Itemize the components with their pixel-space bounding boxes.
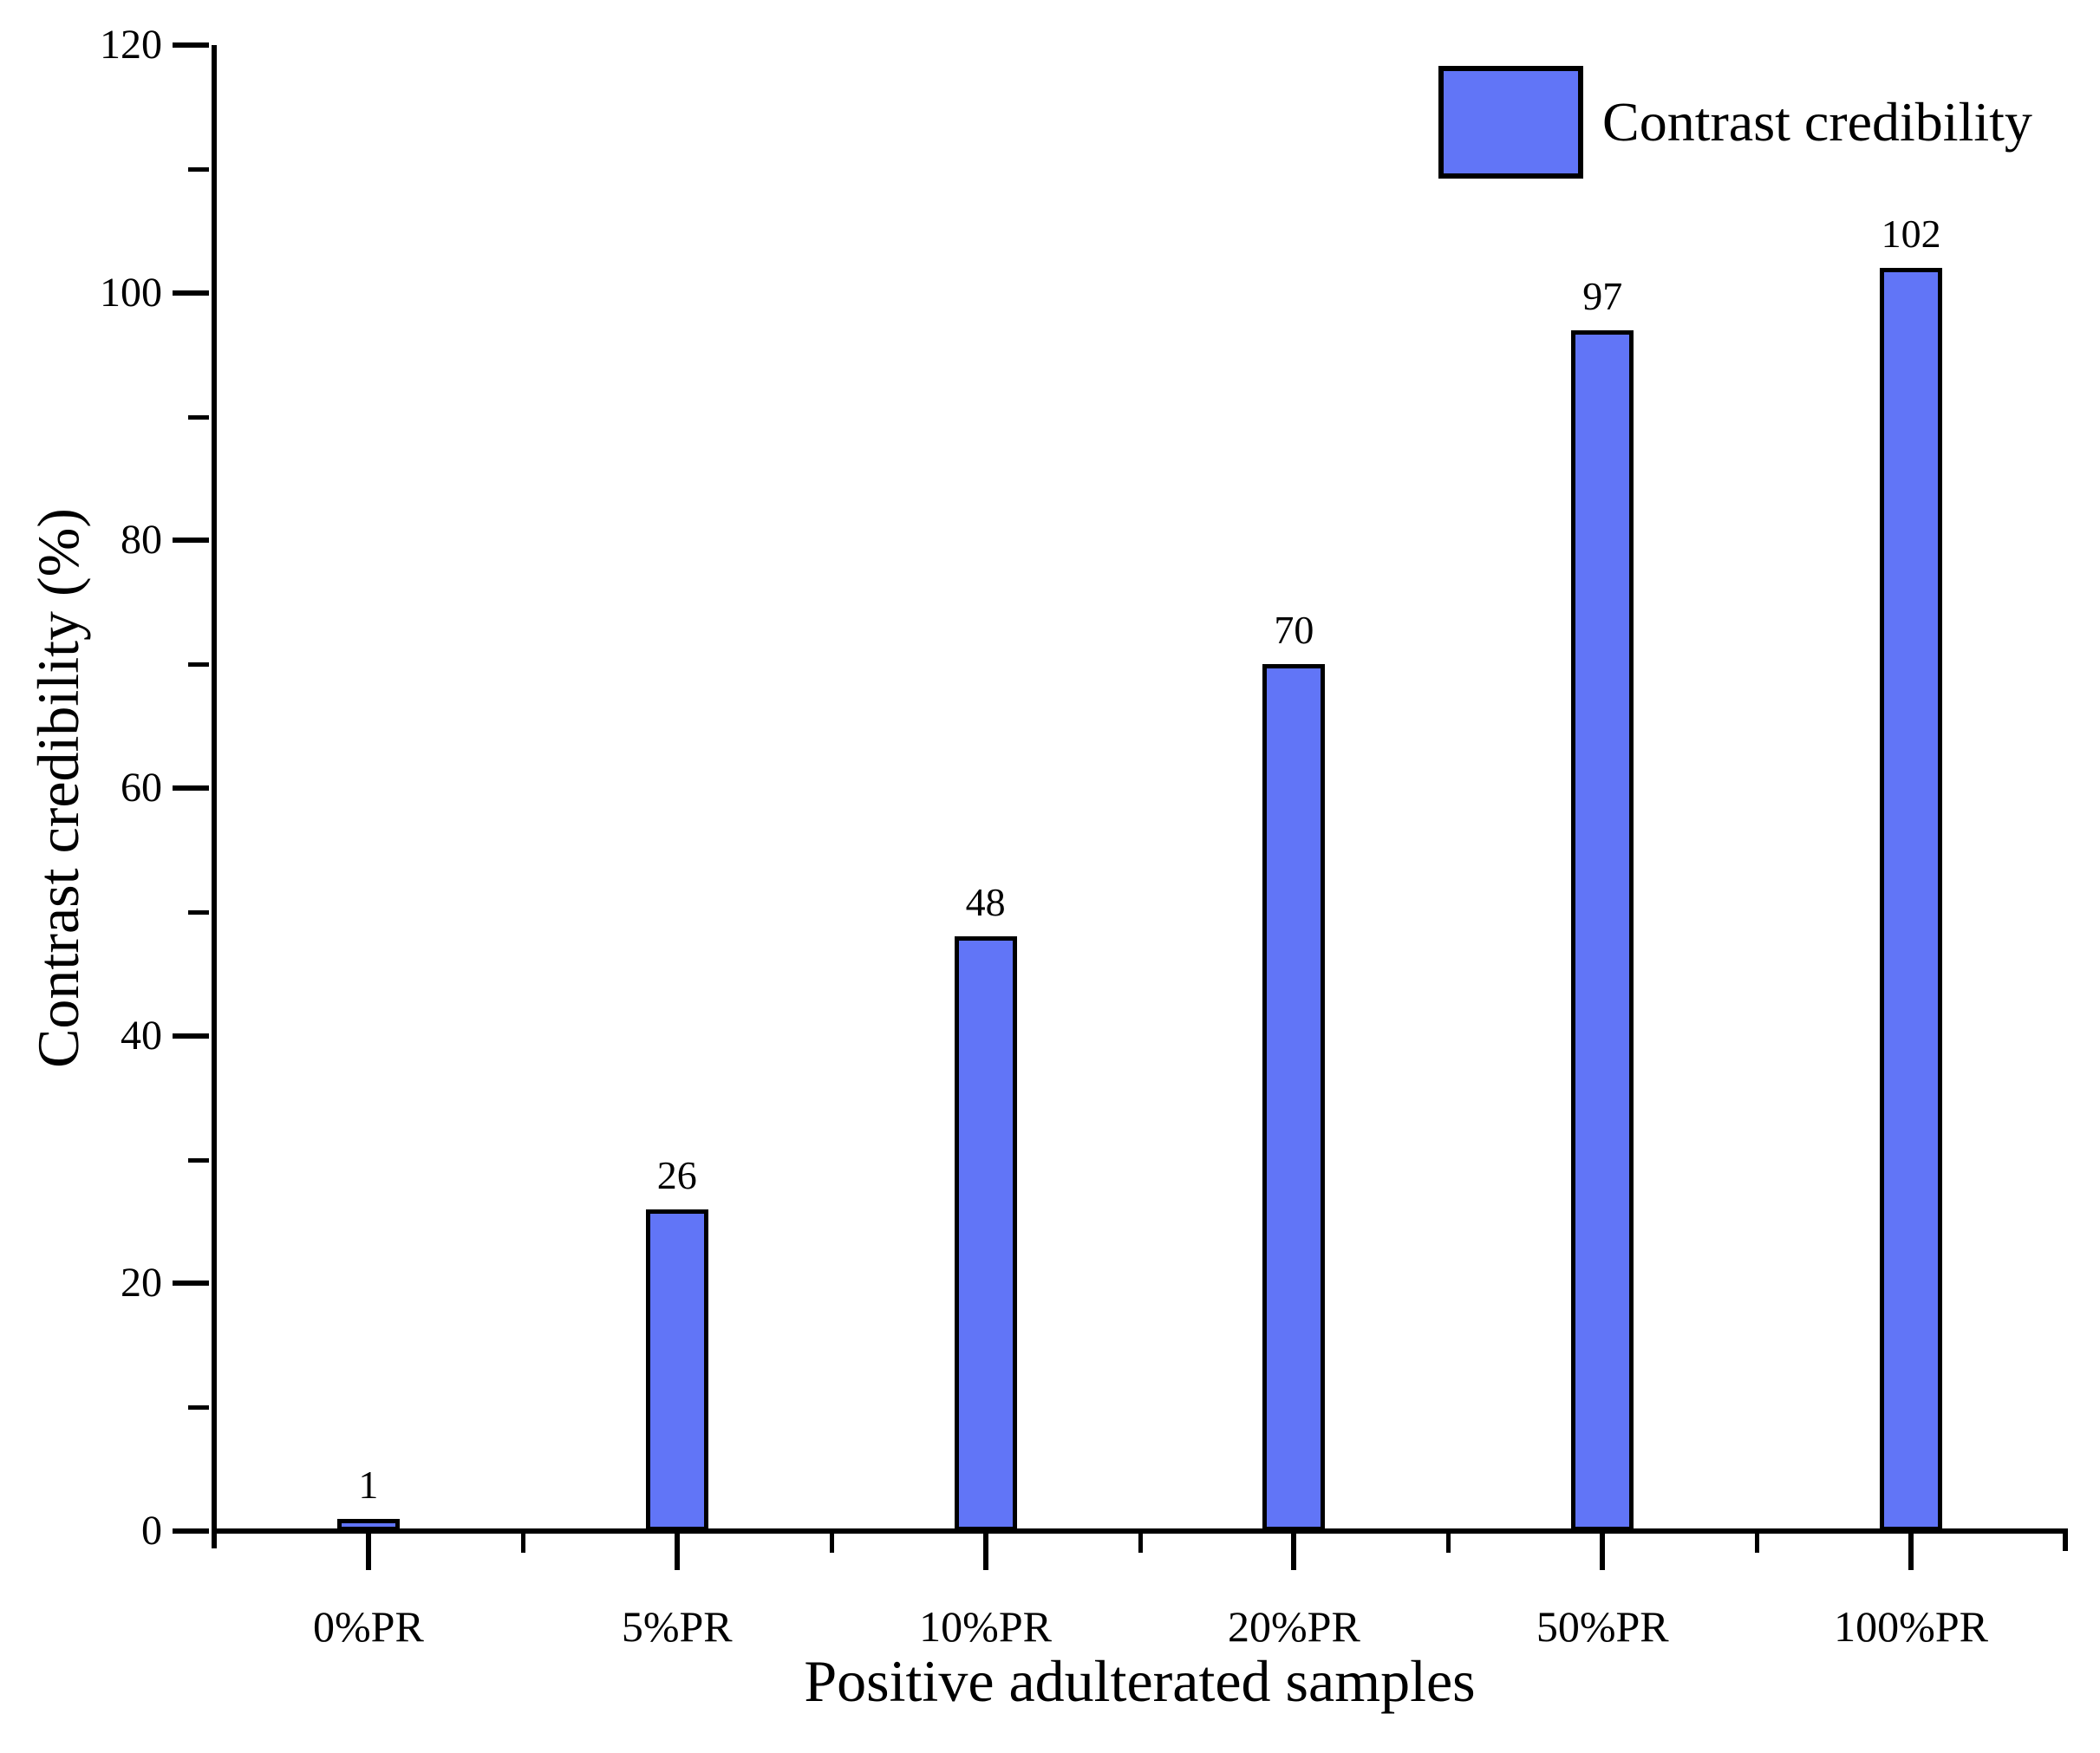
y-axis-tick-label: 40 bbox=[121, 1012, 162, 1059]
bar-value-label: 70 bbox=[1274, 608, 1314, 652]
x-axis-tick-label: 10%PR bbox=[919, 1602, 1052, 1651]
x-axis-minor-tick bbox=[1755, 1534, 1760, 1553]
y-axis-minor-tick bbox=[188, 1405, 209, 1411]
legend: Contrast credibility bbox=[1438, 52, 2032, 179]
y-axis-minor-tick bbox=[188, 1157, 209, 1163]
x-axis-tick-label: 20%PR bbox=[1228, 1602, 1360, 1651]
x-axis-minor-tick bbox=[829, 1534, 834, 1553]
y-axis-minor-tick bbox=[188, 414, 209, 420]
x-axis-minor-tick bbox=[1138, 1534, 1143, 1553]
bar-50%PR bbox=[1571, 330, 1634, 1531]
x-axis-major-tick bbox=[674, 1534, 680, 1570]
bar-100%PR bbox=[1880, 268, 1943, 1531]
y-axis-major-tick bbox=[173, 1033, 209, 1039]
y-axis-tick-label: 20 bbox=[121, 1260, 162, 1307]
bar-value-label: 48 bbox=[965, 880, 1006, 924]
legend-swatch bbox=[1438, 66, 1583, 179]
x-axis-major-tick bbox=[1600, 1534, 1606, 1570]
y-axis-line bbox=[212, 45, 217, 1548]
x-axis-end-tick bbox=[2063, 1534, 2068, 1551]
y-axis-tick-label: 120 bbox=[100, 22, 162, 68]
bar-5%PR bbox=[645, 1209, 708, 1531]
y-axis-major-tick bbox=[173, 290, 209, 296]
y-axis-tick-label: 0 bbox=[141, 1508, 162, 1554]
x-axis-line bbox=[212, 1528, 2068, 1534]
x-axis-major-tick bbox=[365, 1534, 371, 1570]
plot-area: 0 20 40 60 80 100 120 0%PR 1 5%PR 26 10%PR 48 20%PR 70… bbox=[100, 24, 2068, 1648]
y-axis-minor-tick bbox=[188, 662, 209, 668]
bar-10%PR bbox=[954, 936, 1017, 1531]
x-axis-major-tick bbox=[1908, 1534, 1914, 1570]
y-axis-tick-label: 60 bbox=[121, 765, 162, 811]
bar-0%PR bbox=[336, 1519, 400, 1531]
y-axis-minor-tick bbox=[188, 166, 209, 172]
y-axis-major-tick bbox=[173, 785, 209, 791]
x-axis-major-tick bbox=[982, 1534, 988, 1570]
bar-value-label: 1 bbox=[358, 1463, 379, 1507]
x-axis-tick-label: 5%PR bbox=[621, 1602, 733, 1651]
y-axis-tick-label: 80 bbox=[121, 517, 162, 564]
x-axis-tick-label: 100%PR bbox=[1834, 1602, 1988, 1651]
x-axis-minor-tick bbox=[1446, 1534, 1451, 1553]
y-axis-minor-tick bbox=[188, 909, 209, 915]
x-axis-minor-tick bbox=[520, 1534, 525, 1553]
bar-20%PR bbox=[1262, 664, 1326, 1531]
bar-value-label: 102 bbox=[1881, 212, 1941, 256]
x-axis-tick-label: 50%PR bbox=[1536, 1602, 1669, 1651]
y-axis-major-tick bbox=[173, 1281, 209, 1287]
y-axis-tick-label: 100 bbox=[100, 269, 162, 316]
x-axis-tick-label: 0%PR bbox=[313, 1602, 424, 1651]
x-axis-title: Positive adulterated samples bbox=[804, 1648, 1476, 1714]
y-axis-title: Contrast credibility (%) bbox=[25, 508, 91, 1068]
y-axis-major-tick bbox=[173, 1528, 209, 1534]
bar-value-label: 26 bbox=[656, 1153, 697, 1197]
y-axis-major-tick bbox=[173, 42, 209, 48]
x-axis-major-tick bbox=[1291, 1534, 1297, 1570]
bar-value-label: 97 bbox=[1582, 274, 1623, 318]
legend-label: Contrast credibility bbox=[1602, 91, 2032, 153]
y-axis-major-tick bbox=[173, 538, 209, 544]
